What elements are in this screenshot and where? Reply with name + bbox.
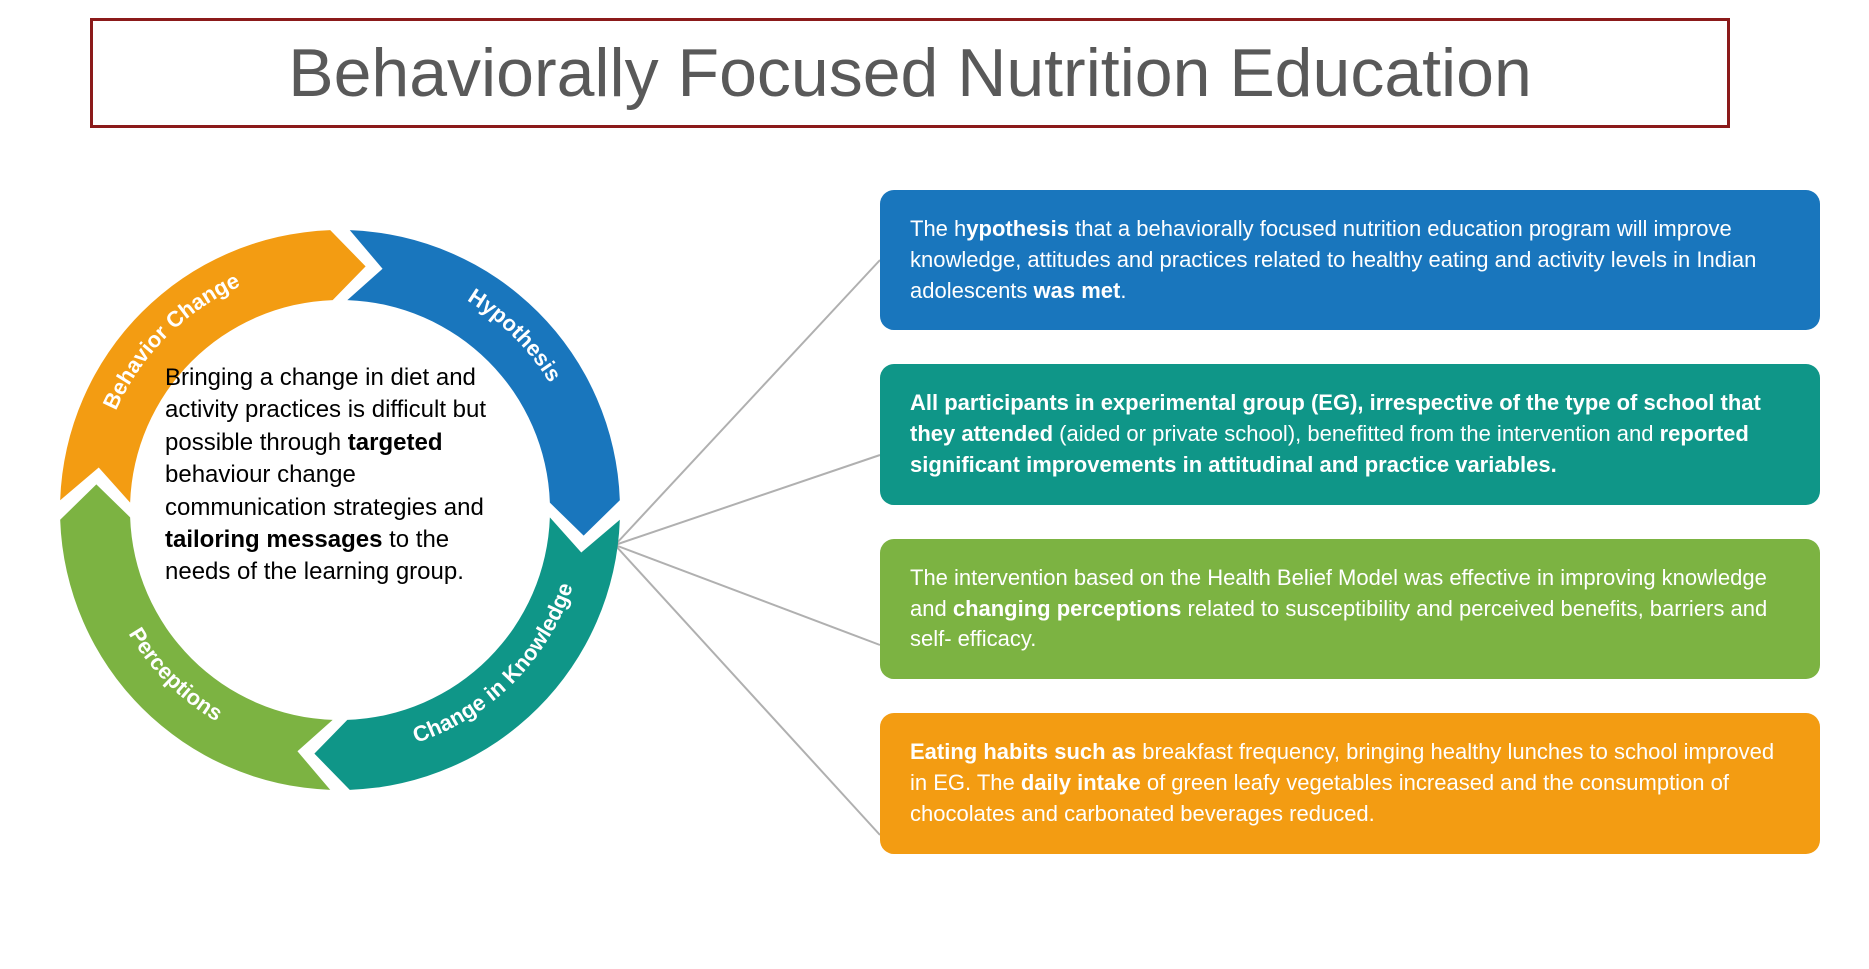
- finding-card-2: The intervention based on the Health Bel…: [880, 539, 1820, 679]
- page-title: Behaviorally Focused Nutrition Education: [288, 34, 1532, 112]
- cards-column: The hypothesis that a behaviorally focus…: [880, 190, 1820, 854]
- connector-line-2: [615, 545, 880, 645]
- finding-card-1: All participants in experimental group (…: [880, 364, 1820, 504]
- connector-line-0: [615, 260, 880, 545]
- title-box: Behaviorally Focused Nutrition Education: [90, 18, 1730, 128]
- connector-line-1: [615, 455, 880, 545]
- finding-card-3: Eating habits such as breakfast frequenc…: [880, 713, 1820, 853]
- cycle-center-text: Bringing a change in diet and activity p…: [165, 362, 515, 589]
- connector-line-3: [615, 545, 880, 835]
- finding-card-0: The hypothesis that a behaviorally focus…: [880, 190, 1820, 330]
- cycle-diagram: Behavior ChangeHypothesisChange in Knowl…: [60, 230, 620, 790]
